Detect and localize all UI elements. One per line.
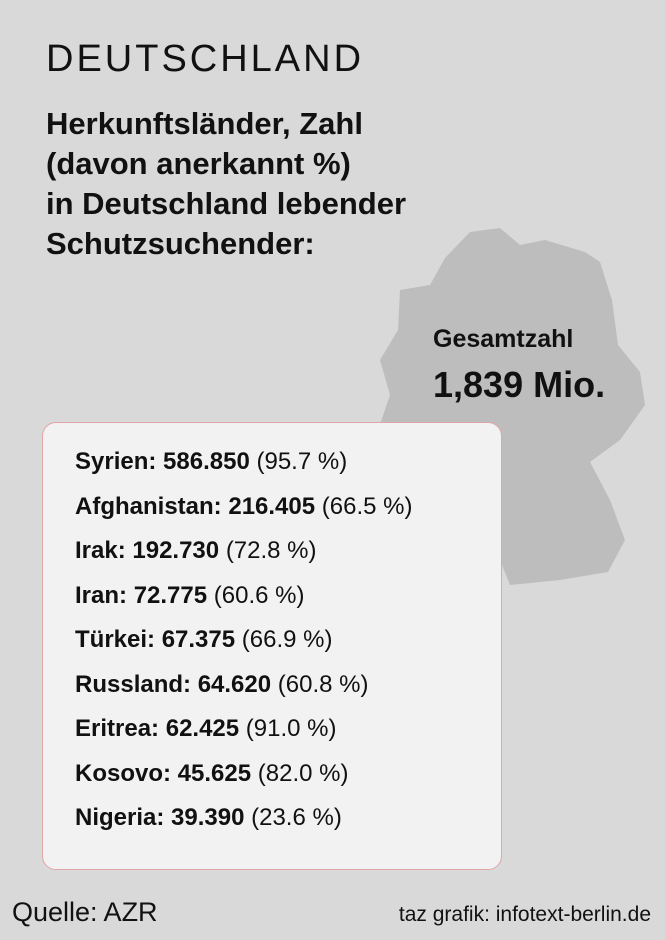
count: 64.620: [197, 670, 272, 698]
total-value: 1,839 Mio.: [433, 364, 606, 405]
country: Russland:: [75, 670, 192, 698]
count: 62.425: [165, 715, 240, 742]
count: 192.730: [132, 537, 220, 564]
count: 586.850: [163, 448, 250, 475]
title-line: Herkunftsländer, Zahl: [46, 106, 363, 141]
row: Syrien: 586.850 (95.7 %): [75, 440, 412, 485]
country: Afghanistan:: [75, 492, 222, 520]
count: 45.625: [177, 759, 252, 787]
country: Türkei:: [75, 626, 156, 653]
row: Irak: 192.730 (72.8 %): [75, 529, 412, 574]
row: Nigeria: 39.390 (23.6 %): [75, 796, 412, 841]
share: (91.0 %): [245, 715, 337, 742]
share: (60.8 %): [277, 670, 369, 698]
country: Syrien:: [75, 448, 157, 475]
share: (82.0 %): [257, 759, 349, 787]
count: 67.375: [161, 626, 236, 653]
country: Eritrea:: [75, 715, 160, 742]
row: Afghanistan: 216.405 (66.5 %): [75, 485, 412, 530]
share: (95.7 %): [256, 448, 348, 475]
credit: taz grafik: infotext-berlin.de: [398, 903, 651, 926]
row: Eritrea: 62.425 (91.0 %): [75, 707, 412, 752]
country: Kosovo:: [75, 759, 171, 787]
country: Irak:: [75, 537, 126, 564]
country: Iran:: [75, 581, 128, 609]
title-line: in Deutschland lebender: [46, 186, 407, 221]
source: Quelle: AZR: [12, 897, 158, 927]
share: (72.8 %): [225, 537, 317, 564]
row: Iran: 72.775 (60.6 %): [75, 574, 412, 619]
share: (60.6 %): [213, 581, 305, 609]
share: (66.5 %): [321, 492, 413, 520]
list-box: [42, 422, 502, 870]
count: 72.775: [133, 581, 208, 609]
row: Türkei: 67.375 (66.9 %): [75, 618, 412, 663]
row: Russland: 64.620 (60.8 %): [75, 663, 412, 708]
list: Syrien: 586.850 (95.7 %) Afghanistan: 216…: [75, 440, 412, 841]
title-line: (davon anerkannt %): [46, 146, 351, 181]
count: 39.390: [171, 804, 245, 831]
row: Kosovo: 45.625 (82.0 %): [75, 752, 412, 797]
title-line: Schutzsuchender:: [46, 226, 315, 261]
share: (23.6 %): [251, 804, 342, 831]
share: (66.9 %): [241, 626, 333, 653]
title: Herkunftsländer, Zahl (davon anerkannt %)…: [46, 104, 406, 264]
country: Nigeria:: [75, 804, 165, 831]
count: 216.405: [228, 492, 316, 520]
kicker: DEUTSCHLAND: [46, 38, 365, 80]
total-label: Gesamtzahl: [433, 325, 574, 353]
